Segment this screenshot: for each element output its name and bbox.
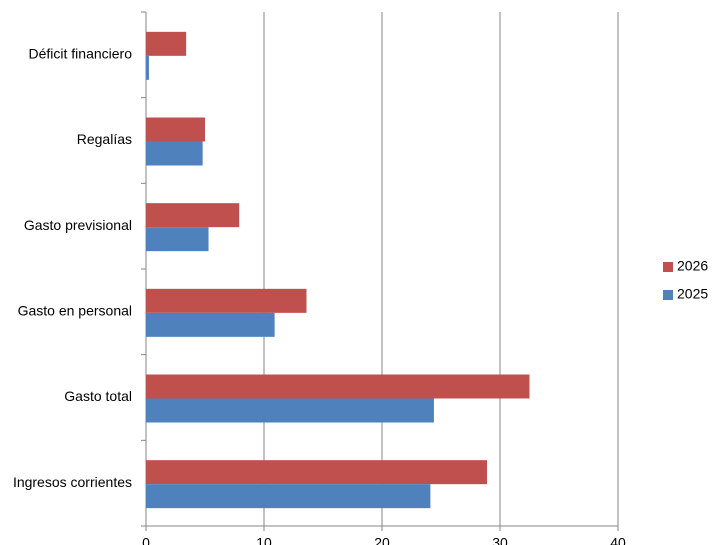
bar xyxy=(146,312,275,337)
x-tick-label: 10 xyxy=(256,535,272,545)
bar xyxy=(146,203,240,228)
x-tick-label: 40 xyxy=(610,535,626,545)
bar xyxy=(146,460,488,485)
bar xyxy=(146,484,431,509)
legend-label: 2026 xyxy=(677,258,708,274)
bar xyxy=(146,288,307,313)
bar xyxy=(146,398,434,423)
x-tick-label: 30 xyxy=(492,535,508,545)
y-tick-label: Gasto previsional xyxy=(24,217,132,233)
legend-swatch xyxy=(663,290,673,300)
x-tick-label: 20 xyxy=(374,535,390,545)
bar xyxy=(146,55,149,80)
legend-swatch xyxy=(663,262,673,272)
bar xyxy=(146,227,209,252)
bar xyxy=(146,141,203,166)
y-tick-label: Ingresos corrientes xyxy=(13,474,132,490)
bar xyxy=(146,117,205,142)
y-tick-label: Regalías xyxy=(77,131,132,147)
legend-label: 2025 xyxy=(677,286,708,302)
y-tick-label: Gasto total xyxy=(64,388,132,404)
y-tick-label: Gasto en personal xyxy=(18,303,132,319)
bar xyxy=(146,31,187,56)
x-tick-label: 0 xyxy=(142,535,150,545)
y-tick-label: Déficit financiero xyxy=(29,46,133,62)
bar xyxy=(146,374,530,399)
